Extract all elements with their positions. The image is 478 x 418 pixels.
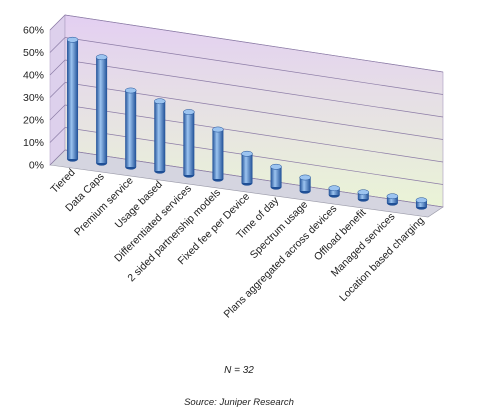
bar-top [183, 109, 195, 115]
gridline [64, 37, 444, 95]
gridline [64, 14, 444, 73]
x-tick-label: Premium service [72, 175, 136, 239]
bar [270, 163, 282, 190]
bar-top [415, 197, 428, 204]
bar-body [328, 188, 340, 195]
bar-body [183, 112, 195, 175]
bar-body [125, 90, 137, 167]
bar [386, 193, 399, 206]
bar-body [299, 177, 311, 191]
bar-top [212, 126, 224, 133]
bar-body [154, 101, 166, 171]
bar [183, 109, 195, 178]
bar-top [66, 36, 79, 43]
bar-top [299, 174, 311, 181]
gridline-side [49, 104, 66, 121]
bar-top [124, 87, 137, 94]
bar [66, 36, 79, 162]
bar-body [415, 200, 427, 207]
gridline-side [49, 82, 66, 98]
x-tick-label: Spectrum usage [248, 199, 311, 262]
bar [124, 87, 137, 170]
gridline-side [49, 149, 66, 166]
bar-body [96, 57, 108, 163]
bar [95, 54, 108, 166]
y-tick-label: 30% [23, 92, 44, 104]
bar-body [212, 129, 224, 179]
bar [299, 174, 311, 194]
bar-top [241, 150, 253, 157]
bar-body [241, 153, 253, 183]
bar-top [95, 54, 108, 61]
bar-top [357, 189, 370, 196]
bar [328, 185, 340, 198]
bar-top [270, 163, 282, 170]
y-tick-label: 20% [23, 115, 44, 127]
bar-top [386, 193, 399, 200]
bar-body [357, 192, 369, 199]
y-tick-label: 50% [23, 47, 44, 59]
x-tick-label: Tiered [48, 167, 77, 196]
source-note: Source: Juniper Research [184, 397, 294, 408]
sample-size-note: N = 32 [224, 365, 254, 376]
y-tick-label: 60% [23, 25, 44, 37]
bar [154, 98, 166, 174]
bar [212, 126, 224, 182]
bar-body [67, 39, 79, 159]
gridline [64, 59, 444, 118]
gridline-side [49, 37, 66, 53]
y-tick-label: 40% [23, 70, 44, 82]
bar-body [270, 166, 282, 187]
bar-body [386, 196, 398, 203]
gridline-side [49, 59, 66, 76]
gridline-side [49, 14, 66, 31]
bar [357, 189, 370, 202]
y-tick-label: 0% [29, 160, 44, 172]
bar-top [154, 98, 166, 105]
gridline-side [49, 127, 66, 143]
y-tick-label: 10% [23, 137, 44, 149]
bar [415, 197, 428, 210]
bar-top [328, 185, 340, 192]
bar [241, 150, 253, 186]
